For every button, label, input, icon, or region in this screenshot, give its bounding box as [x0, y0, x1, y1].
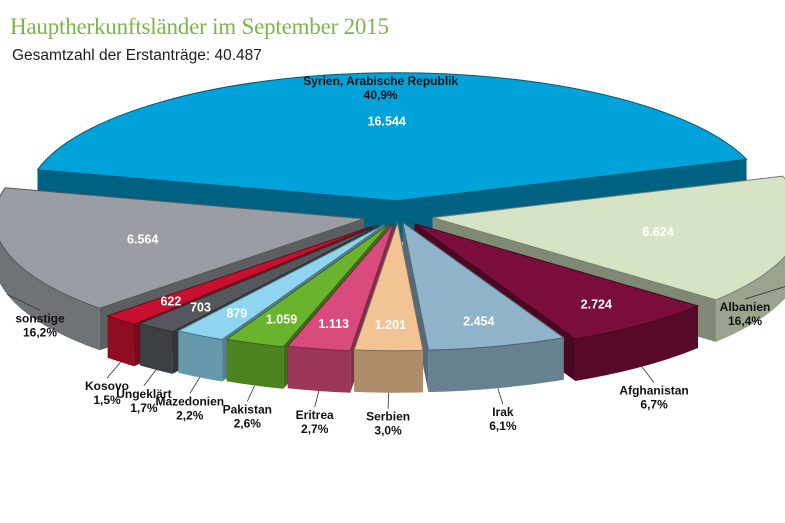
leader-line-mazedonien [189, 377, 201, 394]
category-label-pakistan: Pakistan [223, 403, 272, 417]
percent-label-mazedonien: 2,2% [176, 408, 204, 422]
slice-top-mazedonien [176, 224, 385, 341]
subtitle-value: 40.487 [214, 47, 262, 64]
leader-line-ungeklart [143, 369, 157, 387]
slice-top-eritrea [286, 223, 395, 352]
slice-side-pakistan [226, 339, 284, 389]
percent-label-pakistan: 2,6% [234, 417, 262, 431]
slice-top-pakistan [225, 223, 390, 348]
chart-title: Hauptherkunftsländer im September 2015 [10, 14, 389, 39]
value-label-afghanistan: 2.724 [581, 298, 612, 312]
category-label-kosovo: Kosovo [85, 379, 129, 393]
leader-line-afghanistan [641, 366, 655, 383]
leader-line-serbien [387, 392, 389, 409]
value-label-ungeklart: 703 [190, 300, 211, 314]
category-label-albanien: Albanien [720, 300, 771, 314]
category-label-afghanistan: Afghanistan [619, 384, 688, 398]
leader-line-pakistan [246, 385, 255, 402]
percent-label-syrien-arabische-republik: 40,9% [364, 88, 398, 102]
slice-top-serbien [353, 220, 424, 352]
category-label-ungeklart: Ungeklärt [116, 387, 171, 401]
category-label-eritrea: Eritrea [296, 408, 334, 422]
slice-top-sonstige [0, 187, 365, 309]
slice-side-sonstige [0, 241, 100, 351]
category-label-syrien-arabische-republik: Syrien, Arabische Republik [303, 74, 458, 88]
slice-side-eritrea [287, 346, 351, 393]
percent-label-sonstige: 16,2% [23, 325, 57, 339]
percent-label-afghanistan: 6,7% [640, 398, 668, 412]
percent-label-ungeklart: 1,7% [130, 401, 158, 415]
slice-top-albanien [432, 175, 785, 301]
pie-slices [0, 72, 785, 393]
slice-side-afghanistan [575, 305, 699, 381]
slice-serbien [353, 220, 424, 393]
leader-line-eritrea [314, 390, 320, 408]
slice-side-irak [428, 337, 564, 393]
percent-label-kosovo: 1,5% [93, 393, 121, 407]
leader-line-kosovo [106, 361, 121, 379]
slice-top-irak [402, 221, 566, 351]
category-label-serbien: Serbien [366, 410, 410, 424]
slice-top-kosovo [106, 225, 373, 325]
value-label-syrien-arabische-republik: 16.544 [368, 114, 406, 128]
category-label-irak: Irak [492, 405, 514, 419]
slice-labels: 16.544 6.624 2.724 2.454 1.201 1.113 1.059 879 7… [15, 74, 770, 438]
value-label-eritrea: 1.113 [318, 317, 349, 331]
subtitle-label: Gesamtzahl der Erstanträge: [12, 47, 211, 64]
value-label-serbien: 1.201 [375, 318, 406, 332]
value-label-mazedonien: 879 [226, 306, 247, 320]
category-label-sonstige: sonstige [15, 311, 65, 325]
slice-side-albanien [715, 256, 785, 342]
slice-side-ungeklart [140, 323, 173, 374]
leader-line-sonstige [6, 293, 41, 311]
slice-top-afghanistan [414, 223, 700, 340]
slice-side-kosovo [107, 315, 134, 367]
category-label-mazedonien: Mazedonien [155, 394, 224, 408]
percent-label-irak: 6,1% [489, 419, 517, 433]
value-label-kosovo: 622 [160, 294, 181, 308]
leader-line-irak [497, 388, 504, 405]
value-label-albanien: 6.624 [642, 225, 673, 239]
slice-top-ungeklart [138, 225, 379, 333]
leader-lines [6, 72, 785, 409]
slice-side-serbien [354, 349, 424, 393]
value-label-sonstige: 6.564 [127, 233, 158, 247]
percent-label-serbien: 3,0% [374, 424, 402, 438]
slice-side-mazedonien [178, 330, 223, 382]
percent-label-eritrea: 2,7% [301, 422, 329, 436]
value-label-pakistan: 1.059 [266, 313, 297, 327]
leader-line-albanien [744, 286, 785, 300]
percent-label-albanien: 16,4% [728, 314, 762, 328]
chart-subtitle: Gesamtzahl der Erstanträge: 40.487 [12, 47, 262, 65]
value-label-irak: 2.454 [463, 314, 494, 328]
